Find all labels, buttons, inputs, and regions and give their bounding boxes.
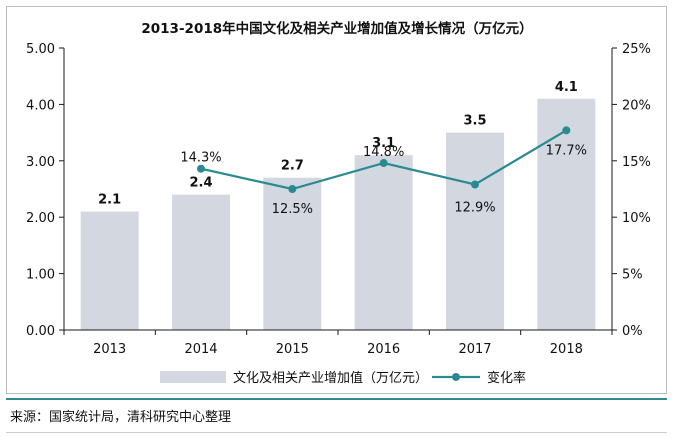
growth-point-2015 [288, 185, 297, 193]
bar-2018 [537, 98, 596, 330]
y-left-tick-label: 0.00 [26, 324, 55, 339]
y-right-tick-label: 0% [622, 324, 643, 339]
bar-2017 [446, 132, 504, 330]
chart-frame [6, 6, 667, 394]
bar-2014 [172, 194, 230, 330]
growth-label-2018: 17.7% [546, 143, 587, 158]
growth-label-2017: 12.9% [454, 200, 495, 215]
y-right-tick-label: 20% [622, 98, 651, 113]
y-left-tick-label: 1.00 [26, 268, 55, 283]
x-tick-label-2013: 2013 [93, 342, 126, 357]
chart-title: 2013-2018年中国文化及相关产业增加值及增长情况（万亿元） [141, 20, 532, 37]
y-left-tick-label: 5.00 [26, 42, 55, 57]
growth-label-2015: 12.5% [272, 202, 313, 217]
y-left-tick-label: 4.00 [26, 98, 55, 113]
growth-point-2017 [471, 180, 479, 189]
bar-2015 [263, 177, 322, 330]
growth-label-2014: 14.3% [180, 151, 221, 166]
bar-value-label-2014: 2.4 [189, 176, 212, 191]
x-tick-label-2014: 2014 [184, 342, 217, 357]
growth-point-2014 [197, 164, 205, 173]
y-left-tick-label: 2.00 [26, 211, 55, 226]
bar-value-label-2018: 4.1 [555, 80, 578, 95]
source-note: 来源：国家统计局，清科研究中心整理 [10, 410, 232, 425]
source-divider [6, 398, 667, 400]
x-tick-label-2017: 2017 [458, 342, 491, 357]
legend-bar-swatch [160, 371, 226, 383]
bar-value-label-2013: 2.1 [98, 193, 121, 208]
x-tick-label-2018: 2018 [550, 342, 583, 357]
bottom-divider [6, 432, 667, 433]
growth-point-2016 [379, 159, 388, 168]
growth-point-2018 [562, 126, 571, 135]
growth-label-2016: 14.8% [363, 145, 404, 160]
y-right-tick-label: 25% [622, 42, 651, 57]
legend-line-label: 变化率 [487, 370, 526, 386]
y-left-tick-label: 3.00 [26, 155, 55, 170]
bar-value-label-2015: 2.7 [281, 159, 304, 174]
x-tick-label-2016: 2016 [367, 342, 400, 357]
bar-value-label-2017: 3.5 [463, 114, 486, 129]
legend-bar-label: 文化及相关产业增加值（万亿元） [233, 370, 428, 386]
legend-line-marker [452, 373, 460, 381]
bar-2013 [80, 211, 139, 330]
y-right-tick-label: 5% [622, 268, 643, 283]
y-right-tick-label: 10% [622, 211, 651, 226]
x-tick-label-2015: 2015 [276, 342, 309, 357]
combo-chart: 2013-2018年中国文化及相关产业增加值及增长情况（万亿元） 2.1 2.4 2.… [26, 20, 651, 386]
bar-2016 [354, 155, 413, 330]
y-right-tick-label: 15% [622, 155, 651, 170]
bar-value-label-2016: 3.1 [372, 136, 395, 151]
